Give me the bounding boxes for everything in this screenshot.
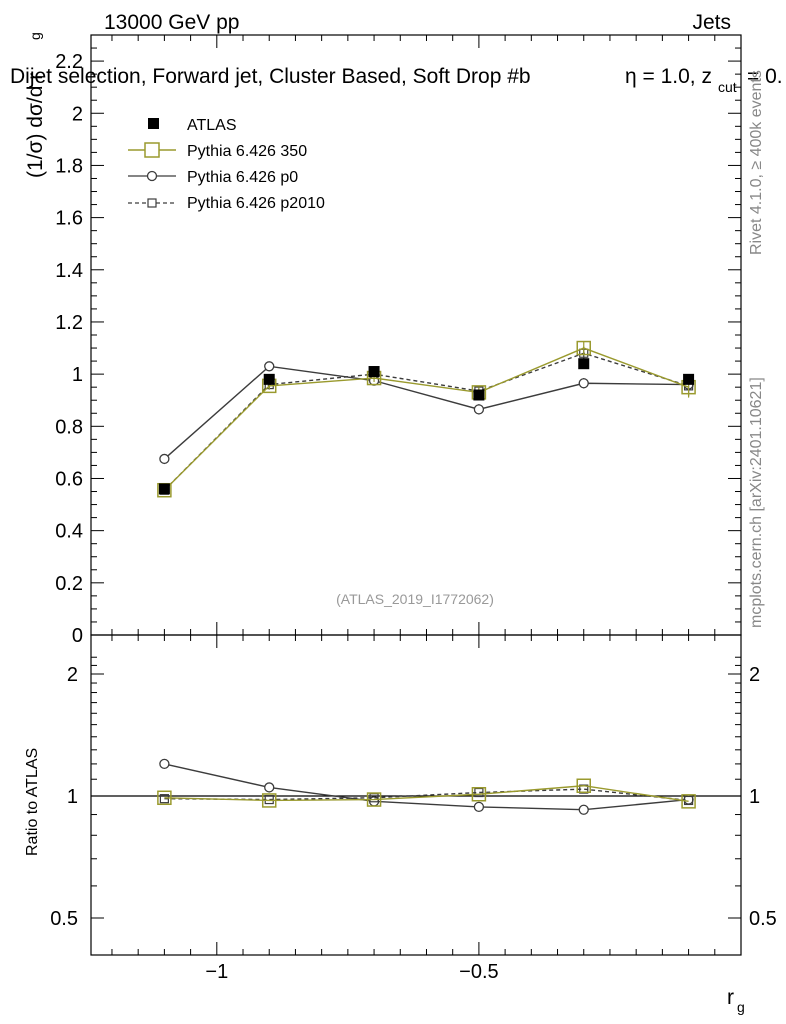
ratio-y-tick-label: 1 xyxy=(67,786,78,808)
data-point-pythia-6-426-p0 xyxy=(578,804,589,815)
series-line-pythia-6-426-p0 xyxy=(163,365,689,460)
legend-marker-atlas xyxy=(148,118,159,129)
series-atlas xyxy=(158,358,695,495)
ratio-plot-frame xyxy=(90,634,742,956)
series-pythia-6-426-350 xyxy=(157,340,696,498)
legend-marker-pythia-p0 xyxy=(146,170,158,182)
data-point-pythia-6-426-350 xyxy=(471,786,487,802)
main-y-tick-label: 1 xyxy=(72,364,83,386)
series-pythia-6-426-p0 xyxy=(159,758,694,815)
main-y-tick-label: 0.6 xyxy=(55,468,83,490)
main-y-tick-label: 0.8 xyxy=(55,416,83,438)
data-point-pythia-6-426-p2010 xyxy=(159,794,169,804)
series-pythia-6-426-p0 xyxy=(159,361,694,465)
data-point-atlas xyxy=(683,373,695,385)
legend-entry-pythia-p0: Pythia 6.426 p0 xyxy=(128,169,298,186)
main-x-axis xyxy=(111,35,742,635)
data-point-atlas xyxy=(473,389,485,401)
rivet-label: Rivet 4.1.0, ≥ 400k events xyxy=(748,70,765,255)
x-axis-label-sub: g xyxy=(737,999,745,1015)
x-axis-label: r xyxy=(727,986,734,1009)
ratio-y-tick-label-right: 0.5 xyxy=(749,908,777,930)
legend-entry-pythia-350: Pythia 6.426 350 xyxy=(128,142,307,160)
data-point-pythia-6-426-350 xyxy=(157,790,172,806)
series-line-pythia-6-426-p2010 xyxy=(163,352,689,491)
ratio-x-tick-label: −1 xyxy=(205,961,228,983)
series-line-pythia-6-426-350 xyxy=(164,785,689,803)
data-point-pythia-6-426-p0 xyxy=(264,782,275,793)
data-point-pythia-6-426-p0 xyxy=(473,404,485,415)
ratio-y-tick-label: 0.5 xyxy=(50,908,78,930)
legend-label-atlas: ATLAS xyxy=(187,117,237,134)
main-y-tick-label: 1.6 xyxy=(55,208,83,230)
data-point-atlas xyxy=(368,366,380,378)
main-y-tick-label: 0.4 xyxy=(55,521,83,543)
data-point-pythia-6-426-350 xyxy=(576,778,591,793)
data-point-atlas xyxy=(578,358,590,370)
ratio-series-group xyxy=(157,758,696,815)
data-point-atlas xyxy=(263,373,275,385)
subtitle-eta: η = 1.0, z xyxy=(625,65,712,88)
ratio-y-axis: 0.5 0.5 1 1 2 2 xyxy=(50,656,777,930)
ratio-y-tick-label-right: 2 xyxy=(749,664,760,686)
subtitle-main: Dijet selection, Forward jet, Cluster Ba… xyxy=(10,65,531,88)
data-point-pythia-6-426-p0 xyxy=(473,801,485,813)
data-point-pythia-6-426-p0 xyxy=(159,758,170,770)
legend-label-pythia-p2010: Pythia 6.426 p2010 xyxy=(187,195,325,212)
main-y-tick-label: 0.2 xyxy=(55,573,83,595)
analysis-watermark: (ATLAS_2019_I1772062) xyxy=(336,591,494,607)
legend-label-pythia-p0: Pythia 6.426 p0 xyxy=(187,169,298,186)
header-left: 13000 GeV pp xyxy=(104,11,239,34)
data-point-atlas xyxy=(158,483,170,495)
data-point-pythia-6-426-350 xyxy=(366,792,382,807)
series-pythia-6-426-p2010 xyxy=(159,784,694,806)
main-y-label: (1/σ) dσ/d r xyxy=(24,73,47,178)
main-y-label-sub: g xyxy=(27,32,43,40)
data-point-pythia-6-426-p2010 xyxy=(264,794,274,805)
main-y-tick-label: 1.2 xyxy=(55,312,83,334)
main-series-group xyxy=(157,340,696,498)
data-point-pythia-6-426-p0 xyxy=(264,361,275,372)
ratio-x-tick-label: −0.5 xyxy=(459,961,498,983)
legend: ATLAS Pythia 6.426 350 Pythia 6.426 p0 P… xyxy=(128,117,325,212)
legend-marker-pythia-350 xyxy=(144,142,160,158)
legend-entry-pythia-p2010: Pythia 6.426 p2010 xyxy=(128,195,325,212)
series-line-pythia-6-426-p2010 xyxy=(164,788,689,802)
header-right: Jets xyxy=(692,11,731,34)
ratio-y-tick-label-right: 1 xyxy=(749,786,760,808)
main-y-tick-label: 0 xyxy=(72,625,83,647)
subtitle-cut: cut xyxy=(718,79,737,95)
data-point-pythia-6-426-p0 xyxy=(578,378,589,389)
main-y-tick-label: 2 xyxy=(72,103,83,125)
ratio-y-label: Ratio to ATLAS xyxy=(24,748,41,856)
legend-label-pythia-350: Pythia 6.426 350 xyxy=(187,143,307,160)
main-y-tick-label: 2.2 xyxy=(55,51,83,73)
main-y-tick-label: 1.8 xyxy=(55,155,83,177)
data-point-pythia-6-426-p2010 xyxy=(474,787,484,798)
data-point-pythia-6-426-350 xyxy=(576,340,591,356)
series-line-pythia-6-426-p0 xyxy=(164,763,689,811)
series-line-pythia-6-426-350 xyxy=(163,347,689,491)
mcplots-label: mcplots.cern.ch [arXiv:2401.10621] xyxy=(748,377,765,628)
main-y-axis: 0 0.2 0.4 0.6 0.8 1 1.2 1.4 1.6 1.8 2 2.2 xyxy=(55,34,741,647)
ratio-x-axis: −1 −0.5 xyxy=(111,635,742,983)
data-point-pythia-6-426-350 xyxy=(681,794,696,809)
legend-entry-atlas: ATLAS xyxy=(148,117,237,134)
series-pythia-6-426-p2010 xyxy=(159,346,694,495)
data-point-pythia-6-426-p0 xyxy=(159,453,170,465)
main-y-tick-label: 1.4 xyxy=(55,260,83,282)
ratio-y-tick-label: 2 xyxy=(67,664,78,686)
subtitle-tail: = 0. xyxy=(747,65,783,88)
legend-marker-pythia-p2010 xyxy=(147,198,157,208)
data-point-pythia-6-426-350 xyxy=(261,793,277,808)
series-pythia-6-426-350 xyxy=(157,778,696,809)
